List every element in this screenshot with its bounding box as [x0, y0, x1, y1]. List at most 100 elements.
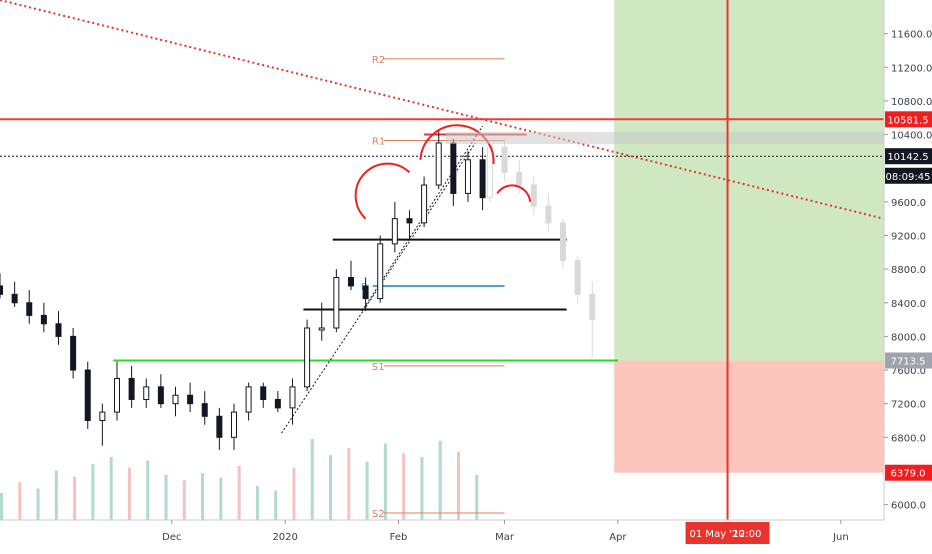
volume-bar — [182, 480, 186, 520]
volume-bar — [457, 451, 460, 520]
price-candle-body — [289, 386, 296, 409]
price-candle-body — [187, 394, 194, 405]
projection-candle-body — [560, 222, 567, 262]
pivot-label-r1: R1 — [372, 136, 385, 147]
price-candle-body — [128, 377, 135, 400]
price-badge — [885, 464, 932, 481]
volume-bar — [201, 473, 205, 520]
projection-candle-body — [486, 146, 493, 199]
price-candle-body — [55, 323, 62, 337]
neckline-band — [446, 132, 884, 145]
cursor-date-badge — [685, 522, 770, 544]
projection-candle-body — [545, 205, 552, 224]
x-tick-label: Jun — [832, 532, 849, 543]
x-tick-label: Dec — [162, 532, 181, 543]
price-candle-body — [450, 142, 457, 194]
price-candle-body — [70, 335, 77, 371]
price-badge-label: 7713.5 — [891, 356, 926, 367]
price-candle-body — [464, 159, 471, 194]
left-shoulder-arc — [354, 162, 411, 220]
volume-bar — [255, 485, 259, 520]
volume-bar — [292, 467, 296, 520]
price-candle-body — [172, 394, 179, 405]
price-badge — [885, 352, 932, 369]
price-candle-body — [421, 184, 428, 224]
price-candle-body — [26, 302, 33, 316]
y-tick-label: 9600.0 — [891, 198, 926, 209]
price-badge-label: 6379.0 — [891, 469, 926, 480]
volume-bar — [475, 475, 479, 520]
price-candle-body — [40, 314, 47, 325]
y-tick-label: 11200.0 — [891, 63, 932, 74]
projection-candle-body — [530, 184, 537, 207]
price-candle-body — [245, 386, 252, 413]
volume-bar — [438, 440, 442, 520]
cursor-date-label: 01 May '20 — [690, 529, 745, 540]
price-badge — [885, 148, 932, 165]
price-axis — [884, 0, 932, 550]
y-tick-label: 6000.0 — [891, 501, 926, 512]
y-tick-label: 10800.0 — [891, 97, 932, 108]
price-candle-body — [143, 386, 150, 400]
price-badge-label: 10142.5 — [887, 152, 928, 163]
price-candle-body — [260, 386, 267, 400]
price-candle-body — [113, 377, 120, 413]
pivot-label-s1: S1 — [372, 362, 385, 373]
stop-zone — [614, 360, 884, 473]
time-axis — [0, 520, 932, 550]
right-shoulder-arc — [496, 184, 532, 202]
volume-bar — [383, 443, 387, 520]
price-candle-body — [99, 411, 106, 421]
price-candle-body — [377, 243, 384, 300]
price-candle-body — [230, 411, 237, 438]
x-tick-label: 2020 — [272, 532, 297, 543]
y-tick-label: 7600.0 — [891, 366, 926, 377]
volume-bar — [127, 467, 131, 520]
price-candle-body — [157, 386, 164, 405]
price-candle-body — [406, 218, 413, 224]
head-arc — [419, 124, 495, 165]
price-badge — [885, 167, 932, 184]
price-badge-label: 10581.5 — [887, 115, 928, 126]
price-candle-body — [216, 415, 223, 438]
y-tick-label: 8800.0 — [891, 265, 926, 276]
volume-bar — [36, 488, 40, 520]
price-candle-body — [11, 293, 18, 304]
projection-candle-body — [589, 293, 596, 321]
volume-bar — [91, 464, 95, 520]
projection-candle-body — [516, 171, 523, 186]
projection-candle-body — [574, 260, 581, 295]
volume-bar — [219, 477, 223, 520]
volume-bar — [237, 466, 241, 520]
price-candle-body — [84, 369, 91, 422]
pivot-label-r2: R2 — [372, 55, 385, 66]
volume-bar — [73, 476, 77, 520]
price-candle-body — [0, 285, 3, 295]
price-candle-body — [333, 277, 340, 329]
volume-bar — [146, 460, 150, 520]
price-candle-body — [479, 159, 486, 199]
pivot-label-s2: S2 — [372, 509, 385, 520]
y-tick-label: 9200.0 — [891, 231, 926, 242]
y-tick-label: 8000.0 — [891, 332, 926, 343]
volume-bar — [365, 461, 369, 520]
cursor-time-label: 12:00 — [733, 529, 762, 540]
price-badge — [885, 111, 932, 128]
volume-bar — [0, 493, 3, 520]
volume-bar — [18, 482, 22, 520]
volume-bar — [347, 448, 351, 520]
volume-bar — [310, 439, 314, 520]
y-tick-label: 8400.0 — [891, 299, 926, 310]
y-tick-label: 11600.0 — [891, 30, 932, 41]
price-candle-body — [362, 285, 369, 300]
x-tick-label: Feb — [390, 532, 408, 543]
volume-bar — [329, 455, 333, 520]
y-tick-label: 6800.0 — [891, 433, 926, 444]
price-candle-body — [274, 398, 281, 409]
price-candle-body — [304, 327, 311, 388]
y-tick-label: 10400.0 — [891, 131, 932, 142]
price-candle-body — [391, 218, 398, 245]
target-zone — [614, 0, 884, 361]
